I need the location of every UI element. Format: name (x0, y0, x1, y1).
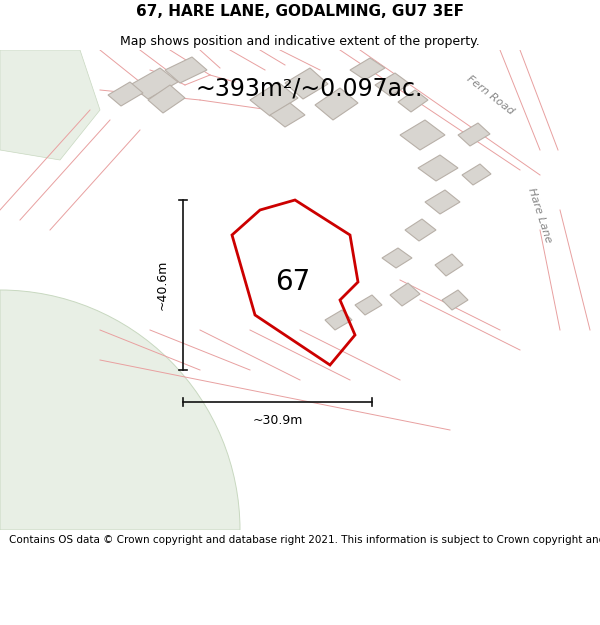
Polygon shape (165, 57, 207, 83)
Text: Map shows position and indicative extent of the property.: Map shows position and indicative extent… (120, 34, 480, 48)
Polygon shape (400, 120, 445, 150)
Polygon shape (458, 123, 490, 146)
Polygon shape (405, 219, 436, 241)
Text: Hare Lane: Hare Lane (526, 186, 554, 244)
Polygon shape (325, 310, 352, 330)
Text: 67, HARE LANE, GODALMING, GU7 3EF: 67, HARE LANE, GODALMING, GU7 3EF (136, 4, 464, 19)
Polygon shape (390, 283, 420, 306)
Text: Contains OS data © Crown copyright and database right 2021. This information is : Contains OS data © Crown copyright and d… (9, 535, 600, 545)
Polygon shape (442, 290, 468, 310)
Polygon shape (0, 50, 100, 160)
Text: ~393m²/~0.097ac.: ~393m²/~0.097ac. (195, 76, 422, 100)
Text: Fern Road: Fern Road (464, 74, 515, 116)
Polygon shape (355, 295, 382, 315)
Polygon shape (382, 248, 412, 268)
Text: ~30.9m: ~30.9m (253, 414, 302, 426)
Polygon shape (250, 82, 298, 116)
Polygon shape (148, 85, 185, 113)
Polygon shape (398, 90, 428, 112)
Polygon shape (375, 73, 410, 96)
Text: 67: 67 (275, 268, 311, 296)
Polygon shape (462, 164, 491, 185)
Polygon shape (108, 82, 143, 106)
Wedge shape (0, 290, 240, 530)
Text: ~40.6m: ~40.6m (156, 260, 169, 310)
Polygon shape (130, 68, 178, 99)
Polygon shape (285, 68, 328, 99)
Polygon shape (315, 88, 358, 120)
Polygon shape (418, 155, 458, 181)
Polygon shape (270, 103, 305, 127)
Polygon shape (350, 58, 385, 80)
Polygon shape (425, 190, 460, 214)
Polygon shape (435, 254, 463, 276)
